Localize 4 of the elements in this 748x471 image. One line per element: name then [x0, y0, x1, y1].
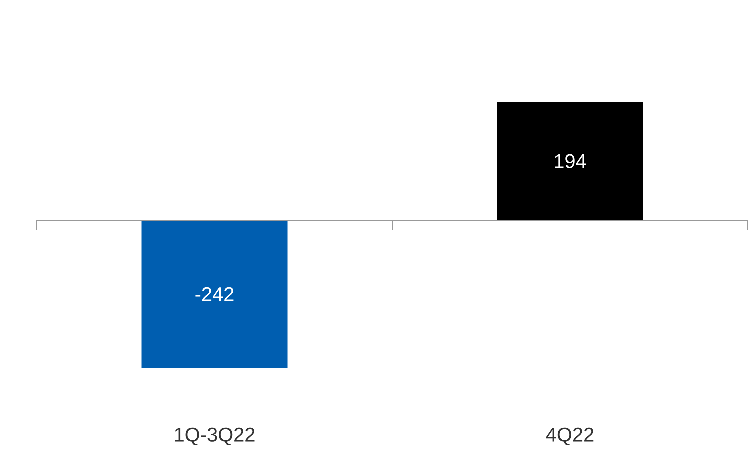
x-tick-label: 4Q22 [546, 428, 594, 446]
data-label: 194 [555, 154, 586, 168]
x-tick-label: 1Q-3Q22 [175, 428, 255, 446]
data-label: -242 [196, 287, 234, 302]
